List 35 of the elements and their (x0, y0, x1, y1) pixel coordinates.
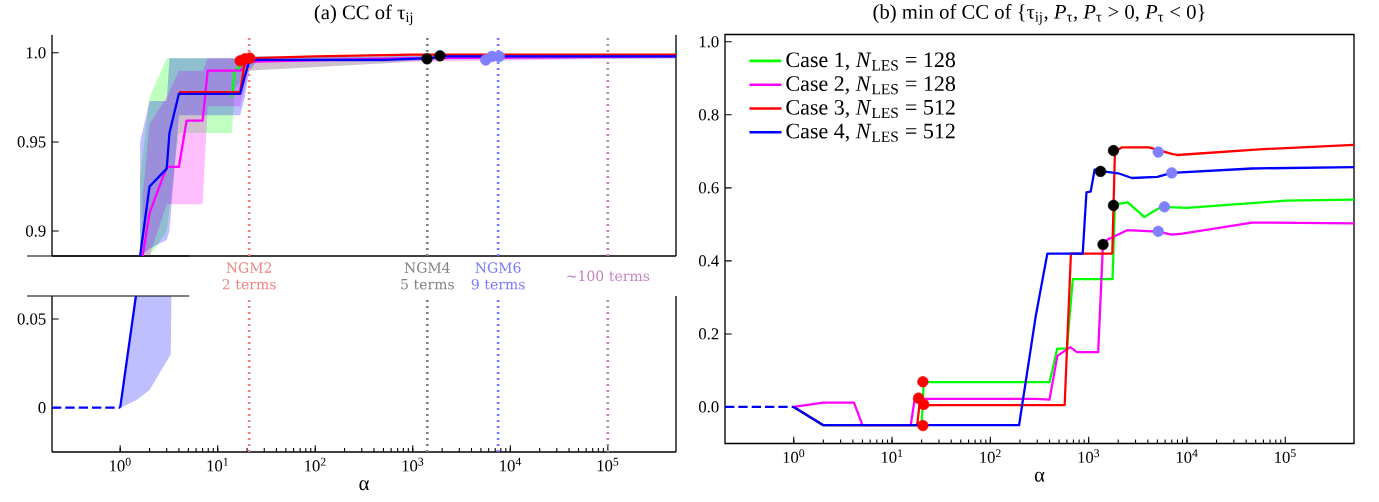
y-tick-label: 1.0 (26, 47, 46, 59)
x-tick-label: 10$^{3}$ (1078, 449, 1100, 463)
legend-label: Case 4, N$_{LES}$ = 512 (786, 123, 955, 142)
y-tick-label: 0 (38, 402, 46, 414)
x-tick-label: 10$^{0}$ (110, 457, 131, 472)
x-tick-label: 10$^{1}$ (881, 449, 903, 463)
y-tick-label: 0.2 (698, 328, 719, 340)
x-tick-label: 10$^{0}$ (783, 449, 805, 464)
x-tick-label: 10$^{5}$ (597, 457, 619, 472)
y-tick-label: 0.0 (698, 401, 719, 413)
ref-line-label: ∼100 terms (567, 270, 650, 282)
legend-label: Case 3, N$_{LES}$ = 512 (786, 99, 955, 119)
legend-label: Case 2, N$_{LES}$ = 128 (786, 76, 956, 95)
ref-line-label: NGM6 9 terms (471, 262, 525, 290)
y-tick-label: 0.8 (698, 109, 719, 121)
ref-line-label: NGM4 5 terms (401, 262, 454, 290)
y-tick-label: 0.05 (17, 313, 46, 325)
chart-title: (b) min of CC of {τ$_{ij}$, P$_{τ}$, P$_{τ}$ > 0, P$_{τ}$ < 0} (873, 4, 1205, 25)
chart-title: (a) CC of τ$_{ij}$ (314, 4, 413, 26)
y-tick-label: 0.6 (698, 182, 719, 194)
y-tick-label: 0.9 (25, 225, 46, 237)
y-tick-label: 1.0 (699, 36, 719, 48)
x-tick-label: 10$^{2}$ (305, 457, 326, 472)
x-tick-label: 10$^{1}$ (207, 457, 228, 472)
y-tick-label: 0.4 (698, 255, 719, 267)
ref-line-label: NGM2 2 terms (222, 262, 276, 290)
x-axis-title: α (359, 480, 369, 491)
x-axis-title: α (1034, 471, 1045, 482)
legend-label: Case 1, N$_{LES}$ = 128 (786, 52, 956, 71)
y-tick-label: 0.95 (17, 136, 46, 148)
x-tick-label: 10$^{5}$ (1275, 449, 1296, 463)
x-tick-label: 10$^{4}$ (1176, 449, 1198, 463)
x-tick-label: 10$^{4}$ (500, 457, 522, 472)
x-tick-label: 10$^{3}$ (402, 457, 424, 472)
x-tick-label: 10$^{2}$ (980, 449, 1001, 463)
